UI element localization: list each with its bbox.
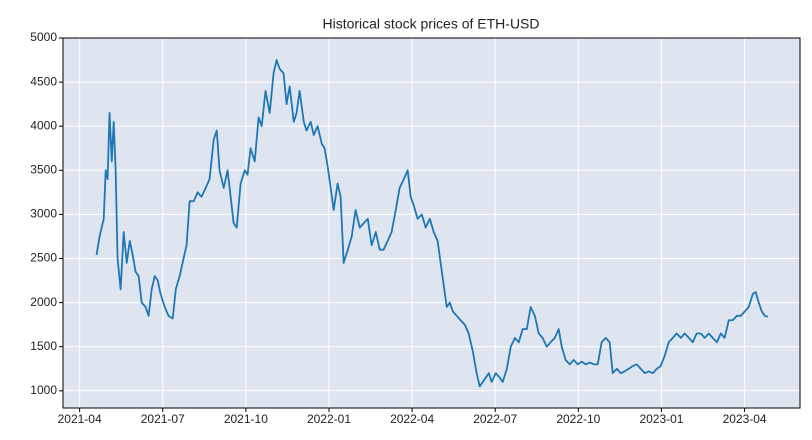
y-tick-label: 2000 bbox=[30, 295, 57, 309]
x-tick-label: 2023-04 bbox=[723, 412, 767, 426]
y-tick-label: 3000 bbox=[30, 207, 57, 221]
y-tick-label: 4500 bbox=[30, 74, 57, 88]
x-tick-label: 2022-01 bbox=[307, 412, 351, 426]
x-tick-label: 2021-10 bbox=[224, 412, 268, 426]
price-line bbox=[95, 59, 769, 388]
y-tick-label: 2500 bbox=[30, 251, 57, 265]
x-tick-label: 2022-10 bbox=[556, 412, 600, 426]
y-tick-label: 3500 bbox=[30, 162, 57, 176]
x-tick-label: 2022-07 bbox=[473, 412, 517, 426]
y-tick-label: 1000 bbox=[30, 383, 57, 397]
plot-frame bbox=[62, 37, 801, 409]
y-tick-label: 4000 bbox=[30, 118, 57, 132]
x-tick-label: 2023-01 bbox=[639, 412, 683, 426]
y-tick-label: 5000 bbox=[30, 30, 57, 44]
x-tick-label: 2021-07 bbox=[141, 412, 185, 426]
chart-title: Historical stock prices of ETH-USD bbox=[322, 16, 539, 32]
x-tick-label: 2021-04 bbox=[58, 412, 102, 426]
y-tick-label: 1500 bbox=[30, 339, 57, 353]
x-tick-label: 2022-04 bbox=[390, 412, 434, 426]
